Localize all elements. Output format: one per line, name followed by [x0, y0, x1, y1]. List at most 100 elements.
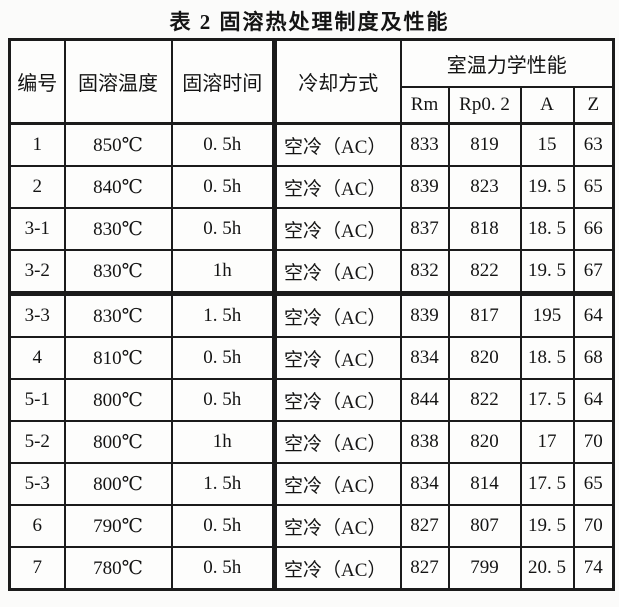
header-mechanical-properties-group: 室温力学性能: [399, 38, 615, 88]
cell-sample-id: 6: [8, 504, 66, 548]
table-row: 1 850℃ 0. 5h 空冷（AC） 833 819 15 63: [8, 122, 615, 167]
cell-a: 18. 5: [519, 207, 575, 251]
cell-rm: 837: [399, 207, 450, 251]
cell-cooling-method: 空冷（AC）: [273, 378, 402, 422]
cell-z: 65: [572, 165, 615, 209]
cell-rp02: 822: [447, 378, 522, 422]
cell-rm: 827: [399, 504, 450, 548]
table-row: 2 840℃ 0. 5h 空冷（AC） 839 823 19. 5 65: [8, 165, 615, 209]
cell-rm: 839: [399, 291, 450, 338]
header-rm: Rm: [399, 86, 450, 125]
cell-cooling-method: 空冷（AC）: [273, 420, 402, 464]
cell-a: 19. 5: [519, 504, 575, 548]
cell-cooling-method: 空冷（AC）: [273, 546, 402, 591]
cell-rm: 834: [399, 462, 450, 506]
cell-solution-temp: 830℃: [63, 207, 173, 251]
cell-solution-time: 0. 5h: [170, 122, 277, 167]
cell-sample-id: 3-1: [8, 207, 66, 251]
cell-cooling-method: 空冷（AC）: [273, 249, 402, 295]
table-row: 3-2 830℃ 1h 空冷（AC） 832 822 19. 5 67: [8, 249, 615, 295]
cell-cooling-method: 空冷（AC）: [273, 336, 402, 380]
cell-cooling-method: 空冷（AC）: [273, 207, 402, 251]
cell-cooling-method: 空冷（AC）: [273, 122, 402, 167]
cell-z: 66: [572, 207, 615, 251]
table-row: 5-2 800℃ 1h 空冷（AC） 838 820 17 70: [8, 420, 615, 464]
cell-cooling-method: 空冷（AC）: [273, 165, 402, 209]
cell-z: 63: [572, 122, 615, 167]
header-solution-time: 固溶时间: [170, 38, 277, 125]
cell-rp02: 822: [447, 249, 522, 295]
cell-cooling-method: 空冷（AC）: [273, 291, 402, 338]
cell-solution-time: 0. 5h: [170, 207, 277, 251]
cell-solution-temp: 800℃: [63, 378, 173, 422]
cell-z: 70: [572, 420, 615, 464]
table-title: 表 2 固溶热处理制度及性能: [169, 10, 450, 34]
header-a: A: [519, 86, 575, 125]
cell-a: 18. 5: [519, 336, 575, 380]
cell-solution-time: 0. 5h: [170, 378, 277, 422]
cell-a: 17: [519, 420, 575, 464]
cell-solution-temp: 800℃: [63, 462, 173, 506]
cell-sample-id: 3-3: [8, 291, 66, 338]
cell-solution-time: 1h: [170, 420, 277, 464]
cell-z: 70: [572, 504, 615, 548]
cell-rp02: 807: [447, 504, 522, 548]
cell-solution-temp: 800℃: [63, 420, 173, 464]
cell-rp02: 819: [447, 122, 522, 167]
cell-z: 67: [572, 249, 615, 295]
cell-sample-id: 4: [8, 336, 66, 380]
table-row: 3-1 830℃ 0. 5h 空冷（AC） 837 818 18. 5 66: [8, 207, 615, 251]
cell-rp02: 820: [447, 420, 522, 464]
cell-solution-time: 1. 5h: [170, 291, 277, 338]
cell-sample-id: 5-1: [8, 378, 66, 422]
cell-solution-time: 0. 5h: [170, 546, 277, 591]
cell-sample-id: 5-3: [8, 462, 66, 506]
table-row: 7 780℃ 0. 5h 空冷（AC） 827 799 20. 5 74: [8, 546, 615, 591]
table-row: 5-3 800℃ 1. 5h 空冷（AC） 834 814 17. 5 65: [8, 462, 615, 506]
cell-cooling-method: 空冷（AC）: [273, 462, 402, 506]
cell-a: 20. 5: [519, 546, 575, 591]
cell-solution-temp: 830℃: [63, 291, 173, 338]
cell-solution-temp: 850℃: [63, 122, 173, 167]
cell-rm: 839: [399, 165, 450, 209]
cell-a: 15: [519, 122, 575, 167]
header-solution-temp: 固溶温度: [63, 38, 173, 125]
cell-a: 17. 5: [519, 462, 575, 506]
cell-sample-id: 7: [8, 546, 66, 591]
cell-a: 17. 5: [519, 378, 575, 422]
table-row: 4 810℃ 0. 5h 空冷（AC） 834 820 18. 5 68: [8, 336, 615, 380]
cell-z: 64: [572, 378, 615, 422]
header-z: Z: [572, 86, 615, 125]
cell-solution-temp: 830℃: [63, 249, 173, 295]
cell-cooling-method: 空冷（AC）: [273, 504, 402, 548]
cell-z: 65: [572, 462, 615, 506]
header-row-top: 编号 固溶温度 固溶时间 冷却方式 室温力学性能: [8, 38, 615, 125]
cell-sample-id: 2: [8, 165, 66, 209]
cell-solution-temp: 790℃: [63, 504, 173, 548]
cell-a: 19. 5: [519, 249, 575, 295]
cell-solution-time: 1. 5h: [170, 462, 277, 506]
cell-rm: 827: [399, 546, 450, 591]
header-row-sub: Rm Rp0. 2 A Z: [10, 86, 615, 125]
header-rp02: Rp0. 2: [447, 86, 522, 125]
header-sample-id: 编号: [8, 38, 66, 125]
cell-solution-temp: 810℃: [63, 336, 173, 380]
cell-rm: 832: [399, 249, 450, 295]
cell-solution-time: 1h: [170, 249, 277, 295]
cell-a: 19. 5: [519, 165, 575, 209]
cell-rp02: 799: [447, 546, 522, 591]
cell-z: 74: [572, 546, 615, 591]
cell-rp02: 814: [447, 462, 522, 506]
cell-rp02: 820: [447, 336, 522, 380]
cell-rm: 833: [399, 122, 450, 167]
header-cooling-method: 冷却方式: [273, 38, 402, 125]
cell-solution-temp: 780℃: [63, 546, 173, 591]
cell-z: 64: [572, 291, 615, 338]
solution-treatment-table: 编号 固溶温度 固溶时间 冷却方式 室温力学性能 Rm Rp0. 2 A Z 1…: [8, 38, 615, 591]
cell-z: 68: [572, 336, 615, 380]
cell-a: 195: [519, 291, 575, 338]
cell-sample-id: 1: [8, 122, 66, 167]
table-row: 3-3 830℃ 1. 5h 空冷（AC） 839 817 195 64: [8, 291, 615, 338]
cell-rm: 844: [399, 378, 450, 422]
